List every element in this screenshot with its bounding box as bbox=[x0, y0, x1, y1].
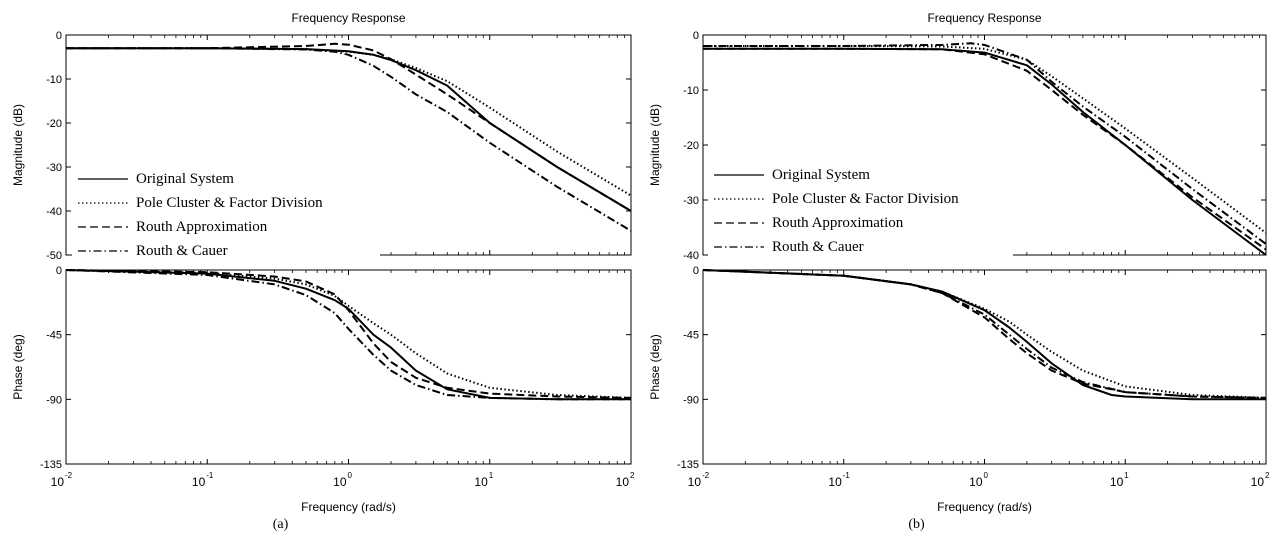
magnitude-ytick-label: -20 bbox=[683, 140, 699, 152]
magnitude-line bbox=[66, 42, 632, 212]
legend-entry: Pole Cluster & Factor Division bbox=[772, 191, 959, 207]
x-tick-label-base: 10 bbox=[51, 475, 65, 489]
phase-line bbox=[702, 269, 1267, 399]
series-2 bbox=[65, 42, 632, 399]
magnitude-ytick-label: -30 bbox=[683, 195, 699, 207]
panel-label: (b) bbox=[908, 517, 925, 532]
x-tick-label-base: 10 bbox=[616, 475, 630, 489]
magnitude-ytick-label: -40 bbox=[683, 250, 699, 262]
x-tick-label-base: 10 bbox=[828, 475, 842, 489]
magnitude-ytick-label: -10 bbox=[683, 85, 699, 97]
phase-ytick-label: -135 bbox=[40, 459, 62, 471]
x-tick-label-exponent: 2 bbox=[1265, 471, 1270, 480]
x-tick-label-base: 10 bbox=[688, 475, 702, 489]
x-tick-label: 10 0 bbox=[333, 471, 352, 489]
series-1 bbox=[65, 47, 632, 399]
x-tick-label: 10 2 bbox=[616, 471, 635, 489]
phase-axes: 0 -45 -90 -135 Phase (deg) bbox=[648, 265, 1267, 471]
legend-entry: Routh & Cauer bbox=[772, 239, 864, 255]
series-3 bbox=[702, 42, 1267, 399]
phase-ytick-label: -45 bbox=[46, 330, 62, 342]
magnitude-ytick-label: 0 bbox=[693, 30, 699, 42]
x-tick-label-base: 10 bbox=[192, 475, 206, 489]
magnitude-line bbox=[703, 45, 1267, 234]
phase-line bbox=[65, 269, 632, 399]
magnitude-line bbox=[703, 47, 1267, 251]
phase-ytick-label: -135 bbox=[677, 459, 699, 471]
magnitude-ytick-label: 0 bbox=[56, 30, 62, 42]
chart-title: Frequency Response bbox=[291, 11, 405, 25]
legend-entry: Routh & Cauer bbox=[136, 243, 228, 259]
phase-y-axis-label: Phase (deg) bbox=[11, 334, 25, 399]
phase-plot-frame bbox=[702, 269, 1267, 465]
phase-line bbox=[65, 269, 631, 401]
x-tick-label-base: 10 bbox=[1110, 475, 1124, 489]
x-tick-label-exponent: 0 bbox=[348, 471, 353, 480]
phase-plot-frame bbox=[65, 269, 632, 465]
phase-ytick-label: 0 bbox=[56, 265, 62, 277]
x-tick-label: 10 -2 bbox=[51, 471, 73, 489]
magnitude-y-axis-label: Magnitude (dB) bbox=[11, 104, 25, 186]
x-tick-label-base: 10 bbox=[1251, 475, 1265, 489]
x-tick-label-base: 10 bbox=[969, 475, 983, 489]
phase-ytick-label: -90 bbox=[46, 394, 62, 406]
legend: Original System Pole Cluster & Factor Div… bbox=[72, 163, 380, 259]
x-axis-label: Frequency (rad/s) bbox=[937, 500, 1032, 514]
x-tick-label-exponent: 2 bbox=[630, 471, 635, 480]
magnitude-y-axis-label: Magnitude (dB) bbox=[648, 104, 662, 186]
chart-title: Frequency Response bbox=[927, 11, 1041, 25]
x-tick-label-exponent: -2 bbox=[702, 471, 710, 480]
magnitude-ytick-label: -50 bbox=[46, 250, 62, 262]
x-tick-label-exponent: -1 bbox=[206, 471, 214, 480]
legend-background bbox=[708, 161, 1013, 256]
phase-line bbox=[65, 269, 631, 401]
x-tick-label-base: 10 bbox=[333, 475, 347, 489]
phase-line bbox=[65, 269, 632, 399]
x-tick-label-exponent: -1 bbox=[843, 471, 851, 480]
x-tick-label: 10 0 bbox=[969, 471, 988, 489]
magnitude-ytick-label: -20 bbox=[46, 118, 62, 130]
x-tick-label: 10 1 bbox=[1110, 471, 1129, 489]
x-tick-label: 10 -1 bbox=[192, 471, 214, 489]
x-tick-label: 10 -1 bbox=[828, 471, 850, 489]
phase-ytick-label: 0 bbox=[693, 265, 699, 277]
x-tick-label-base: 10 bbox=[474, 475, 488, 489]
x-tick-label-exponent: 1 bbox=[489, 471, 494, 480]
magnitude-ytick-label: -30 bbox=[46, 162, 62, 174]
legend-entry: Routh Approximation bbox=[772, 215, 904, 231]
x-tick-label: 10 -2 bbox=[688, 471, 710, 489]
x-tick-label-exponent: 0 bbox=[984, 471, 989, 480]
legend-entry: Routh Approximation bbox=[136, 219, 268, 235]
legend-entry: Pole Cluster & Factor Division bbox=[136, 195, 323, 211]
x-tick-label: 10 1 bbox=[474, 471, 493, 489]
legend-entry: Original System bbox=[136, 171, 234, 187]
phase-axes: 0 -45 -90 -135 Phase (deg) bbox=[11, 265, 632, 471]
legend: Original System Pole Cluster & Factor Div… bbox=[708, 161, 1013, 256]
x-tick-label-exponent: 1 bbox=[1124, 471, 1129, 480]
phase-line bbox=[702, 269, 1267, 399]
magnitude-line bbox=[703, 42, 1267, 245]
legend-entry: Original System bbox=[772, 167, 870, 183]
magnitude-ytick-label: -10 bbox=[46, 74, 62, 86]
phase-ytick-label: -45 bbox=[683, 330, 699, 342]
phase-line bbox=[702, 269, 1266, 401]
magnitude-ytick-label: -40 bbox=[46, 206, 62, 218]
panel-label: (a) bbox=[273, 517, 289, 532]
series-3 bbox=[65, 47, 632, 401]
phase-y-axis-label: Phase (deg) bbox=[648, 334, 662, 399]
magnitude-line bbox=[703, 47, 1267, 256]
x-tick-label: 10 2 bbox=[1251, 471, 1270, 489]
x-axis-label: Frequency (rad/s) bbox=[301, 500, 396, 514]
phase-line bbox=[702, 269, 1267, 399]
x-tick-label-exponent: -2 bbox=[65, 471, 73, 480]
magnitude-line bbox=[66, 47, 632, 232]
phase-ytick-label: -90 bbox=[683, 394, 699, 406]
